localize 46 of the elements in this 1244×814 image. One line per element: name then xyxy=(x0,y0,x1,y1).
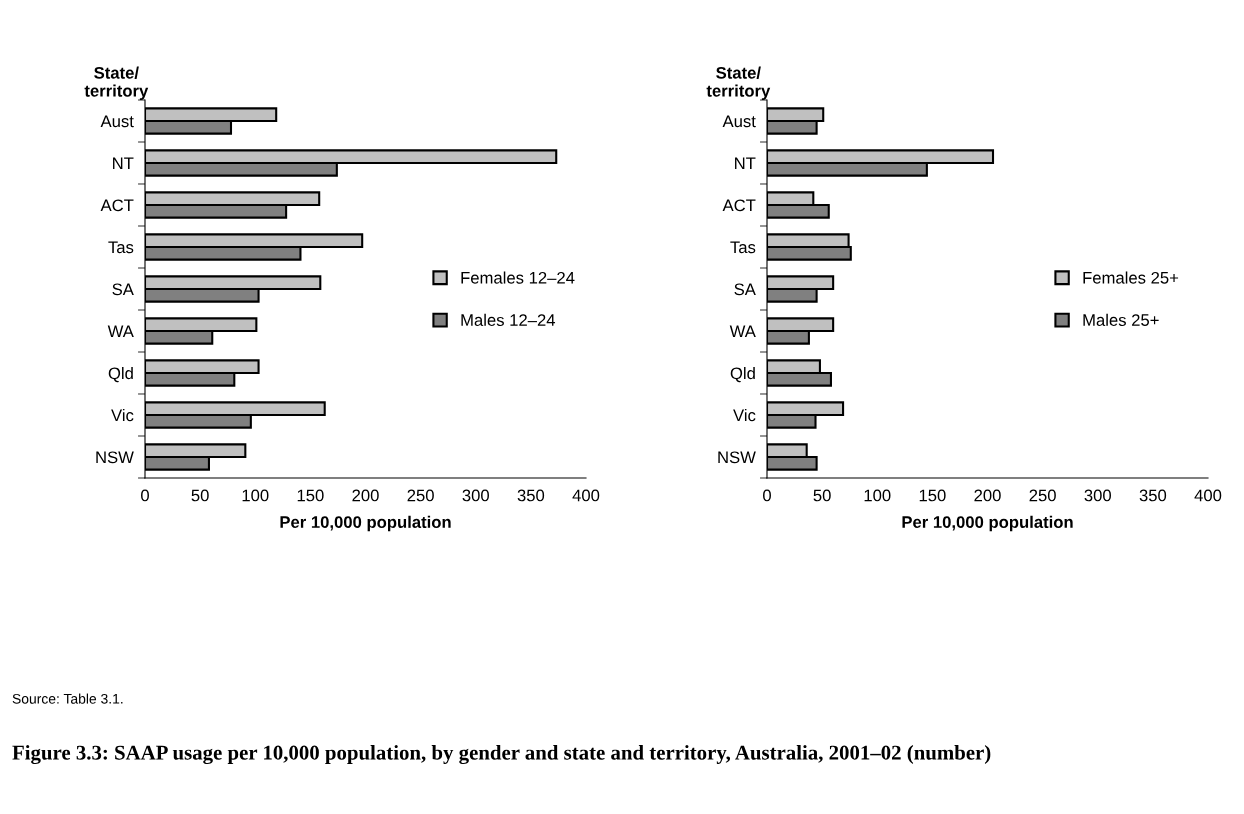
x-tick-label: 300 xyxy=(1084,489,1111,502)
x-tick-label: 350 xyxy=(1139,489,1167,502)
y-tick-label: Tas xyxy=(108,241,134,254)
x-tick-label: 150 xyxy=(919,489,946,502)
y-tick-label: NT xyxy=(113,157,134,170)
y-axis-title: State/ territory xyxy=(706,66,771,100)
x-tick-label: 0 xyxy=(141,489,149,502)
x-tick-label: 250 xyxy=(407,489,434,502)
y-tick-label: NSW xyxy=(96,451,134,464)
y-tick-label: ACT xyxy=(722,199,756,212)
y-tick-label: WA xyxy=(729,325,756,338)
source-note: Source: Table 3.1. xyxy=(12,693,123,704)
x-tick-label: 50 xyxy=(191,489,209,502)
y-tick-label: WA xyxy=(107,325,134,338)
x-axis-title: Per 10,000 population xyxy=(902,515,1073,532)
x-tick-label: 350 xyxy=(517,489,545,502)
y-tick-label: Qld xyxy=(730,366,755,383)
x-tick-label: 0 xyxy=(763,489,771,502)
text: Figure 3.3: SAAP usage per 10,000 population, by gender and state and territory, Australia, 2001–02 (number) xyxy=(12,745,991,765)
x-axis-title: Per 10,000 population xyxy=(280,515,451,532)
x-tick-label: 150 xyxy=(297,489,324,502)
x-tick-label: 100 xyxy=(864,489,891,502)
y-tick-label: NT xyxy=(735,157,756,170)
y-tick-label: ACT xyxy=(100,199,134,212)
legend-label: Females 12–24 xyxy=(461,271,575,284)
y-tick-label: Vic xyxy=(111,408,134,422)
y-axis-title: State/ territory xyxy=(84,66,149,100)
x-tick-label: 300 xyxy=(462,489,489,502)
legend-label: Females 25+ xyxy=(1083,271,1179,284)
x-tick-label: 400 xyxy=(1194,489,1222,502)
y-tick-label: Aust xyxy=(722,115,756,128)
y-tick-label: Vic xyxy=(733,408,756,422)
y-tick-label: NSW xyxy=(718,451,756,464)
y-tick-label: Qld xyxy=(108,366,133,383)
legend-label: Males 12–24 xyxy=(461,313,556,326)
y-tick-label: SA xyxy=(112,283,134,296)
x-tick-label: 400 xyxy=(572,489,600,502)
x-tick-label: 250 xyxy=(1029,489,1056,502)
y-tick-label: Aust xyxy=(100,115,134,128)
y-tick-label: SA xyxy=(734,283,756,296)
legend-label: Males 25+ xyxy=(1083,313,1159,326)
x-tick-label: 100 xyxy=(242,489,269,502)
x-tick-label: 200 xyxy=(974,489,1001,502)
x-tick-label: 50 xyxy=(813,489,831,502)
y-tick-label: Tas xyxy=(730,241,756,254)
x-tick-label: 200 xyxy=(352,489,379,502)
